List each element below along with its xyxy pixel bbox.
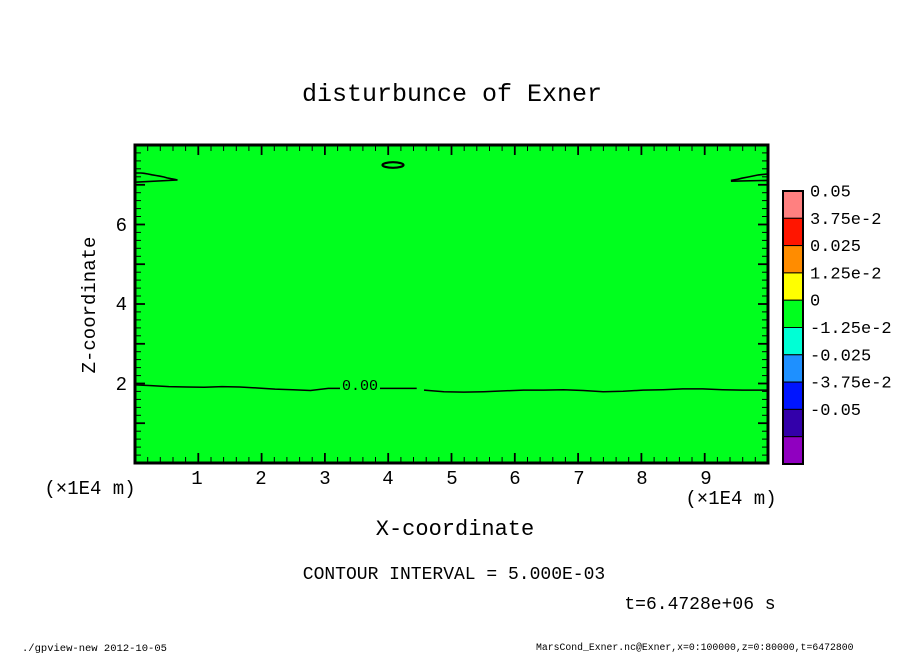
svg-text:-0.05: -0.05 [810, 402, 861, 421]
svg-text:t=6.4728e+06 s: t=6.4728e+06 s [624, 595, 775, 615]
svg-text:./gpview-new 2012-10-05: ./gpview-new 2012-10-05 [22, 643, 167, 654]
svg-text:2: 2 [116, 374, 127, 396]
svg-text:-3.75e-2: -3.75e-2 [810, 375, 892, 394]
svg-text:MarsCond_Exner.nc@Exner,x=0:10: MarsCond_Exner.nc@Exner,x=0:100000,z=0:8… [536, 642, 854, 653]
svg-text:0.025: 0.025 [810, 238, 861, 257]
svg-text:1.25e-2: 1.25e-2 [810, 265, 881, 284]
svg-text:9: 9 [700, 468, 711, 490]
svg-text:-1.25e-2: -1.25e-2 [810, 320, 892, 339]
svg-text:1: 1 [191, 468, 202, 490]
svg-text:8: 8 [636, 468, 647, 490]
svg-text:3: 3 [319, 468, 330, 490]
svg-text:3.75e-2: 3.75e-2 [810, 211, 881, 230]
svg-text:X-coordinate: X-coordinate [376, 517, 534, 542]
svg-text:-0.025: -0.025 [810, 347, 871, 366]
svg-text:6: 6 [116, 215, 127, 237]
svg-text:CONTOUR INTERVAL = 5.000E-03: CONTOUR INTERVAL = 5.000E-03 [303, 565, 605, 585]
svg-text:5: 5 [446, 468, 457, 490]
svg-text:0.00: 0.00 [342, 378, 378, 395]
svg-text:0: 0 [810, 293, 820, 312]
svg-text:4: 4 [116, 294, 127, 316]
svg-text:0.05: 0.05 [810, 184, 851, 203]
svg-text:7: 7 [573, 468, 584, 490]
svg-text:(×1E4 m): (×1E4 m) [44, 478, 135, 500]
svg-text:(×1E4 m): (×1E4 m) [685, 488, 776, 510]
svg-text:4: 4 [382, 468, 393, 490]
svg-text:6: 6 [509, 468, 520, 490]
svg-text:2: 2 [255, 468, 266, 490]
svg-text:Z-coordinate: Z-coordinate [79, 237, 101, 374]
